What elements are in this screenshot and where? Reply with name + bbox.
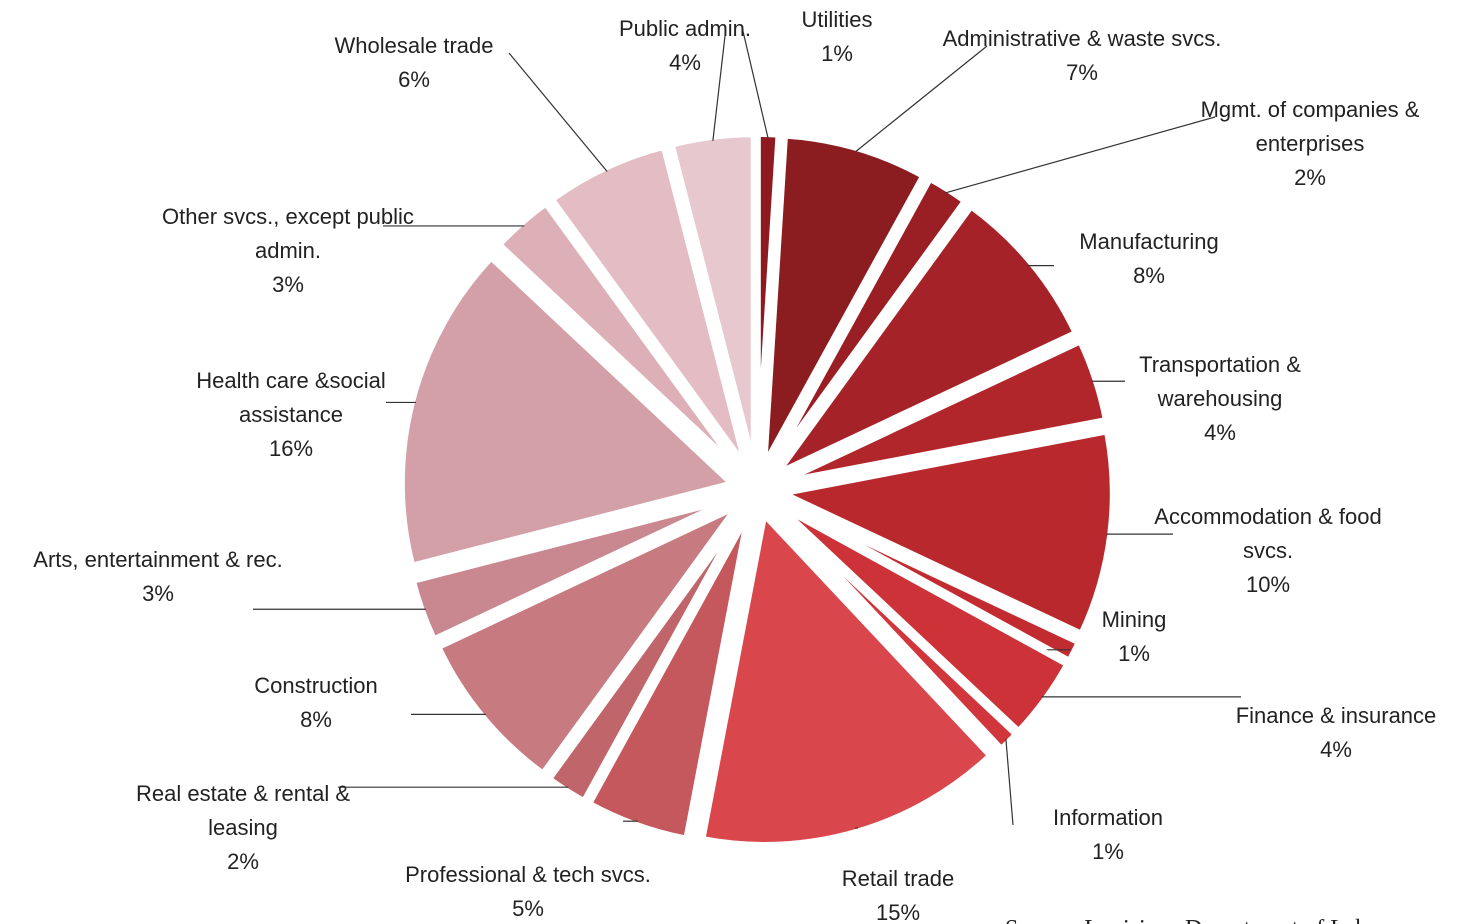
source: Source: Louisiana Department of Labor [1005, 916, 1388, 924]
pie-slice [495, 199, 743, 473]
label-line: Public admin. [619, 16, 751, 41]
value-label: 3% [142, 581, 174, 606]
value-label: 6% [398, 67, 430, 92]
slice-label: Professional & tech svcs. [405, 862, 651, 887]
label-line: svcs. [1243, 538, 1293, 563]
label-line: Arts, entertainment & rec. [33, 547, 282, 572]
pie-slice [398, 253, 738, 570]
pie-slice [768, 174, 970, 470]
pie-slice [778, 499, 1083, 665]
label-line: warehousing [1157, 386, 1283, 411]
label-line: Administrative & waste svcs. [943, 26, 1222, 51]
value-label: 1% [1118, 641, 1150, 666]
leader-line [741, 26, 769, 139]
slice-label: Manufacturing [1079, 229, 1218, 254]
leader-line [712, 35, 726, 141]
label-line: leasing [208, 815, 278, 840]
value-label: 1% [1092, 839, 1124, 864]
pie-slice [668, 131, 757, 465]
pie-slice [544, 510, 746, 806]
leader-line [1005, 738, 1014, 826]
label-line: Manufacturing [1079, 229, 1218, 254]
label-line: Other svcs., except public [162, 204, 414, 229]
slice-label: Public admin. [619, 16, 751, 41]
value-label: 4% [1204, 420, 1236, 445]
pie-slice [434, 503, 740, 778]
label-line: Mining [1102, 607, 1167, 632]
label-line: Information [1053, 805, 1163, 830]
value-label: 2% [1294, 165, 1326, 190]
label-line: Finance & insurance [1236, 703, 1437, 728]
label-line: Wholesale trade [335, 33, 494, 58]
value-label: 4% [669, 50, 701, 75]
value-label: 16% [269, 436, 313, 461]
value-label: 3% [272, 272, 304, 297]
value-label: 2% [227, 849, 259, 874]
slice-label: Administrative & waste svcs. [943, 26, 1222, 51]
pie-slice [774, 202, 1080, 477]
pie-slice [698, 508, 995, 848]
leader-line [508, 52, 608, 172]
slice-label: Mgmt. of companies & enterprises [1201, 97, 1420, 156]
value-label: 10% [1246, 572, 1290, 597]
pie-slice [409, 495, 734, 644]
label-line: Real estate & rental & [136, 781, 350, 806]
label-line: Construction [254, 673, 378, 698]
value-label: 8% [300, 707, 332, 732]
pie-slice [780, 337, 1110, 485]
slice-label: Mining [1102, 607, 1167, 632]
label-line: Retail trade [842, 866, 955, 891]
pie-slice [547, 143, 749, 469]
slice-label: Information [1053, 805, 1163, 830]
slice-label: Construction [254, 673, 378, 698]
slice-label: Health care &social assistance [196, 368, 386, 427]
label-line: Health care &social [196, 368, 386, 393]
slice-label: Accommodation & food svcs. [1154, 504, 1381, 563]
label-line: admin. [255, 238, 321, 263]
pie-slice [754, 131, 782, 465]
slice-label: Other svcs., except public admin. [162, 204, 414, 263]
label-line: assistance [239, 402, 343, 427]
slice-label: Utilities [802, 7, 873, 32]
pie-slice [761, 132, 928, 467]
value-label: 4% [1320, 737, 1352, 762]
slice-label: Finance & insurance [1236, 703, 1437, 728]
label-line: Transportation & [1139, 352, 1301, 377]
leader-line [945, 116, 1216, 194]
pie-slice [773, 506, 1021, 754]
value-label: 8% [1133, 263, 1165, 288]
pie-slice [775, 502, 1072, 736]
value-label: 1% [821, 41, 853, 66]
label-line: enterprises [1256, 131, 1365, 156]
value-label: 5% [512, 896, 544, 921]
slice-label: Transportation & warehousing [1139, 352, 1301, 411]
label-line: Accommodation & food [1154, 504, 1381, 529]
slice-label: Real estate & rental & leasing [136, 781, 350, 840]
slice-label: Retail trade [842, 866, 955, 891]
value-label: 7% [1066, 60, 1098, 85]
label-line: Mgmt. of companies & [1201, 97, 1420, 122]
label-line: Professional & tech svcs. [405, 862, 651, 887]
label-line: Utilities [802, 7, 873, 32]
leader-line [854, 45, 988, 153]
pie-slice [585, 513, 752, 843]
slice-label: Wholesale trade [335, 33, 494, 58]
value-label: 15% [876, 900, 920, 924]
slice-label: Arts, entertainment & rec. [33, 547, 282, 572]
